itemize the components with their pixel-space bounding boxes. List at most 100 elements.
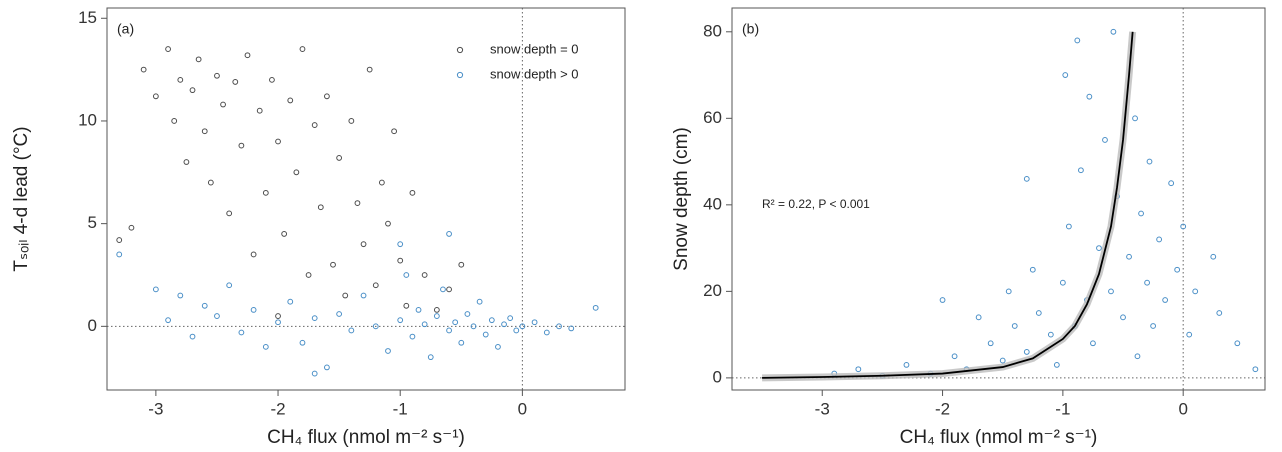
point xyxy=(1005,288,1012,295)
panel: -3 -2 -1 0 0 5 10 15 (a) CH₄ flux (nmol m⁻² s⁻¹) T… xyxy=(11,7,626,448)
fit-line xyxy=(762,31,1134,379)
plot-frame xyxy=(106,7,626,391)
x-tick-label: -1 xyxy=(1055,399,1070,418)
point xyxy=(152,93,159,100)
point xyxy=(1186,331,1193,338)
point xyxy=(171,118,178,124)
point xyxy=(513,327,520,334)
x-axis-title: CH₄ flux (nmol m⁻² s⁻¹) xyxy=(900,427,1098,448)
point xyxy=(1144,279,1150,286)
point xyxy=(488,317,495,324)
point xyxy=(1156,236,1163,243)
point xyxy=(1146,158,1153,165)
point xyxy=(250,251,257,258)
point xyxy=(128,224,135,231)
point xyxy=(397,257,404,264)
x-axis-title: CH₄ flux (nmol m⁻² s⁻¹) xyxy=(267,427,465,448)
y-tick-label: 20 xyxy=(703,281,722,300)
point xyxy=(1102,137,1108,143)
point xyxy=(311,315,318,322)
point xyxy=(275,319,281,326)
point xyxy=(269,76,275,83)
point xyxy=(440,286,446,293)
point xyxy=(495,343,501,350)
point xyxy=(458,261,465,268)
point xyxy=(1110,28,1117,35)
point xyxy=(214,72,220,79)
point xyxy=(281,231,288,237)
point xyxy=(1029,266,1036,273)
point xyxy=(458,339,465,346)
point xyxy=(378,179,385,186)
point xyxy=(372,323,379,330)
point xyxy=(177,292,184,299)
point xyxy=(189,87,196,94)
point xyxy=(385,220,391,227)
y-axis-title: Tₛₒᵢₗ 4-d lead (°C) xyxy=(11,126,32,271)
point xyxy=(951,353,958,360)
point xyxy=(214,313,220,319)
point xyxy=(220,101,226,108)
x-tick-label: -3 xyxy=(148,399,163,418)
point xyxy=(195,56,202,63)
point xyxy=(275,313,281,319)
point xyxy=(1120,314,1126,321)
point xyxy=(330,261,336,268)
point xyxy=(1011,323,1018,329)
point xyxy=(1162,297,1169,303)
point xyxy=(238,329,245,336)
annotation: R² = 0.22, P < 0.001 xyxy=(762,197,870,211)
point xyxy=(293,169,300,176)
point xyxy=(116,237,123,243)
point xyxy=(592,304,599,311)
plot-frame xyxy=(731,7,1266,391)
point xyxy=(116,251,123,258)
point xyxy=(975,314,982,321)
point xyxy=(1210,253,1217,260)
point xyxy=(189,333,196,340)
point xyxy=(568,325,575,332)
legend-marker xyxy=(456,46,464,54)
point xyxy=(1132,115,1138,122)
point xyxy=(140,66,147,73)
point xyxy=(324,364,330,371)
point xyxy=(366,66,373,73)
point xyxy=(1150,323,1157,329)
point xyxy=(446,231,452,237)
y-tick-label: 10 xyxy=(78,110,97,129)
point xyxy=(207,179,214,186)
point xyxy=(391,128,397,135)
panel-label: (b) xyxy=(742,21,759,37)
point xyxy=(232,79,239,85)
point xyxy=(446,327,452,334)
point xyxy=(311,370,318,377)
point xyxy=(1216,310,1223,316)
point xyxy=(1078,167,1084,174)
point xyxy=(385,348,391,354)
point xyxy=(476,298,483,305)
point xyxy=(501,321,507,328)
point xyxy=(165,46,171,52)
point xyxy=(354,200,361,207)
point xyxy=(238,142,245,149)
point xyxy=(409,333,416,340)
point xyxy=(336,311,343,317)
point xyxy=(317,204,324,211)
point xyxy=(1090,340,1096,347)
point xyxy=(177,76,184,83)
point xyxy=(201,128,208,135)
point xyxy=(1234,340,1241,347)
point xyxy=(336,155,343,161)
point xyxy=(262,343,269,350)
point xyxy=(1023,349,1030,355)
y-tick-label: 5 xyxy=(88,213,97,232)
point xyxy=(452,319,459,326)
point xyxy=(470,323,477,330)
point xyxy=(1047,331,1054,338)
point xyxy=(250,307,257,313)
point xyxy=(556,323,562,330)
point xyxy=(464,311,471,317)
point xyxy=(360,241,367,248)
point xyxy=(403,302,410,309)
point xyxy=(939,297,946,303)
